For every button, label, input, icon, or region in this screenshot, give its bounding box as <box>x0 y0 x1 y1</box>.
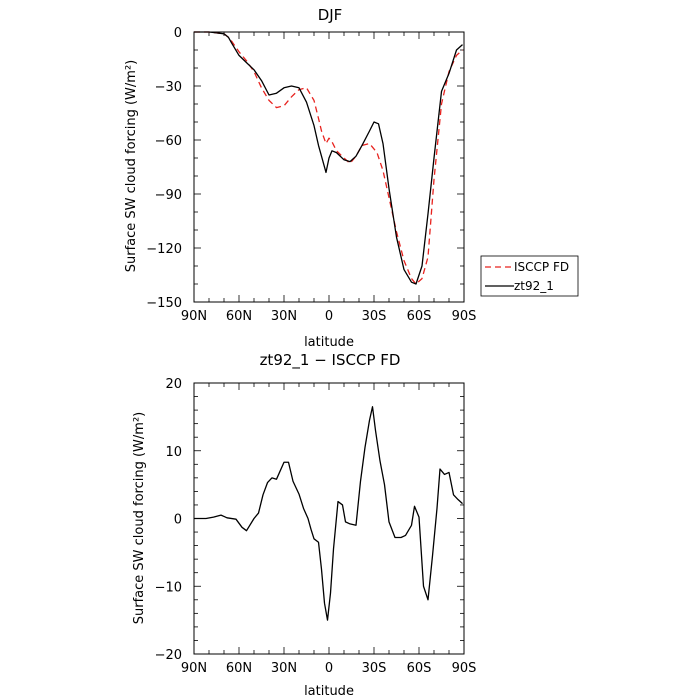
bottom-panel-ylabel: Surface SW cloud forcing (W/m²) <box>132 412 147 624</box>
legend-label-zt92: zt92_1 <box>514 279 554 293</box>
bottom-y-tick-label: 10 <box>165 445 182 460</box>
top-panel-axes <box>193 31 465 303</box>
bottom-x-tick-label: 60N <box>226 661 252 676</box>
top-y-tick-label: −60 <box>155 134 182 149</box>
top-panel-ticks: 90N 60N 30N 0 30S 60S 90S 0 −30 −60 −90 −120 −150 <box>146 26 476 324</box>
bottom-panel-xlabel: latitude <box>304 684 354 699</box>
top-x-tick-label: 30N <box>271 309 297 324</box>
top-x-tick-label: 60S <box>407 309 432 324</box>
bottom-x-tick-label: 0 <box>325 661 333 676</box>
top-panel-ylabel: Surface SW cloud forcing (W/m²) <box>124 60 139 272</box>
top-y-tick-label: −30 <box>155 80 182 95</box>
bottom-series-line-difference <box>194 406 463 621</box>
legend-label-isccp: ISCCP FD <box>514 260 569 274</box>
legend: ISCCP FD zt92_1 <box>480 255 579 297</box>
top-x-tick-label: 30S <box>362 309 387 324</box>
top-x-tick-label: 90S <box>452 309 477 324</box>
top-panel-xlabel: latitude <box>304 335 354 350</box>
top-y-tick-label: −120 <box>146 242 182 257</box>
bottom-y-tick-label: 0 <box>174 513 182 528</box>
top-panel: DJF latitude Surface SW cloud forcing (W… <box>124 6 476 350</box>
bottom-x-tick-label: 30N <box>271 661 297 676</box>
bottom-y-tick-label: 20 <box>165 377 182 392</box>
top-plot-frame <box>193 31 465 303</box>
bottom-x-tick-label: 30S <box>362 661 387 676</box>
bottom-panel-title: zt92_1 − ISCCP FD <box>260 351 401 370</box>
bottom-panel: zt92_1 − ISCCP FD latitude Surface SW cl… <box>132 351 476 699</box>
top-y-tick-label: −90 <box>155 188 182 203</box>
top-y-tick-label: 0 <box>174 26 182 41</box>
bottom-panel-series <box>194 406 463 621</box>
top-panel-title: DJF <box>318 6 343 24</box>
bottom-x-tick-label: 60S <box>407 661 432 676</box>
top-x-tick-label: 60N <box>226 309 252 324</box>
bottom-panel-ticks: 90N 60N 30N 0 30S 60S 90S 20 10 0 −10 −20 <box>155 377 477 676</box>
top-series-line-zt92-1 <box>194 31 463 285</box>
top-panel-series <box>194 31 463 285</box>
top-x-tick-label: 0 <box>325 309 333 324</box>
top-series-line-isccp-fd <box>194 31 463 285</box>
top-x-tick-label: 90N <box>181 309 207 324</box>
bottom-x-tick-label: 90S <box>452 661 477 676</box>
bottom-y-tick-label: −10 <box>155 580 182 595</box>
top-y-tick-label: −150 <box>146 296 182 311</box>
legend-box <box>480 255 579 297</box>
bottom-y-tick-label: −20 <box>155 648 182 663</box>
bottom-x-tick-label: 90N <box>181 661 207 676</box>
